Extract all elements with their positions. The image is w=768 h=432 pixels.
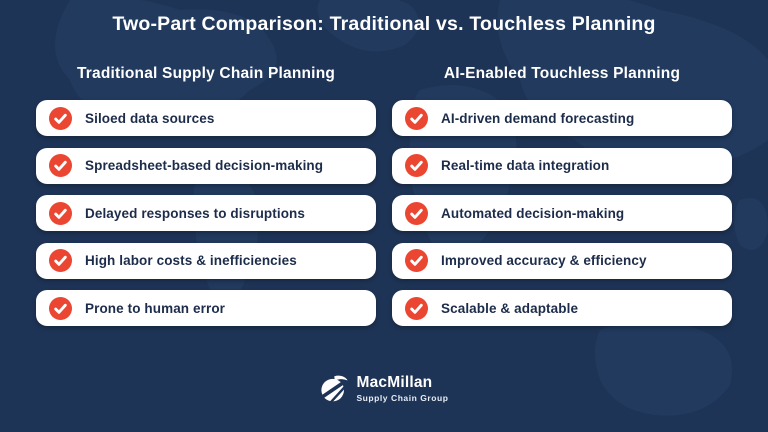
column-header-traditional: Traditional Supply Chain Planning [76, 65, 336, 82]
list-item: Improved accuracy & efficiency [392, 242, 732, 279]
list-item: Siloed data sources [36, 100, 376, 136]
check-circle-icon [49, 106, 72, 130]
list-item-label: Spreadsheet-based decision-making [85, 158, 324, 173]
list-item-label: Scalable & adaptable [441, 300, 579, 316]
column-traditional: Traditional Supply Chain Planning Siloed… [36, 64, 376, 326]
list-item: Spreadsheet-based decision-making [36, 147, 376, 184]
brand-footer: MacMillan Supply Chain Group [319, 374, 448, 403]
list-item-label: AI-driven demand forecasting [441, 110, 635, 126]
macmillan-globe-icon [319, 374, 349, 403]
list-item-label: Improved accuracy & efficiency [441, 253, 647, 268]
list-item: AI-driven demand forecasting [392, 100, 732, 136]
check-circle-icon [49, 201, 72, 225]
check-circle-icon [405, 154, 428, 177]
list-item: Real-time data integration [392, 147, 732, 184]
brand-name: MacMillan [356, 374, 433, 391]
check-circle-icon [405, 296, 428, 320]
card-list-touchless: AI-driven demand forecasting Real-time d… [392, 100, 732, 326]
column-touchless: AI-Enabled Touchless Planning AI-driven … [392, 64, 732, 326]
check-circle-icon [49, 249, 72, 272]
card-list-traditional: Siloed data sources Spreadsheet-based de… [36, 100, 376, 326]
brand-text: MacMillan Supply Chain Group [356, 375, 448, 402]
brand-tagline: Supply Chain Group [356, 392, 449, 403]
check-circle-icon [405, 201, 428, 225]
list-item-label: Automated decision-making [441, 205, 625, 221]
list-item-label: Real-time data integration [441, 158, 610, 173]
check-circle-icon [49, 296, 72, 320]
check-circle-icon [405, 249, 428, 272]
list-item: Scalable & adaptable [392, 290, 732, 326]
list-item: High labor costs & inefficiencies [36, 242, 376, 279]
list-item-label: Siloed data sources [85, 110, 215, 126]
page-title: Two-Part Comparison: Traditional vs. Tou… [112, 13, 656, 35]
list-item-label: Prone to human error [85, 300, 226, 316]
list-item-label: High labor costs & inefficiencies [85, 253, 297, 268]
comparison-columns: Traditional Supply Chain Planning Siloed… [0, 64, 768, 326]
column-header-touchless: AI-Enabled Touchless Planning [443, 65, 681, 82]
check-circle-icon [405, 106, 428, 130]
list-item: Delayed responses to disruptions [36, 195, 376, 231]
list-item-label: Delayed responses to disruptions [85, 205, 306, 221]
list-item: Prone to human error [36, 290, 376, 326]
list-item: Automated decision-making [392, 195, 732, 231]
check-circle-icon [49, 154, 72, 177]
